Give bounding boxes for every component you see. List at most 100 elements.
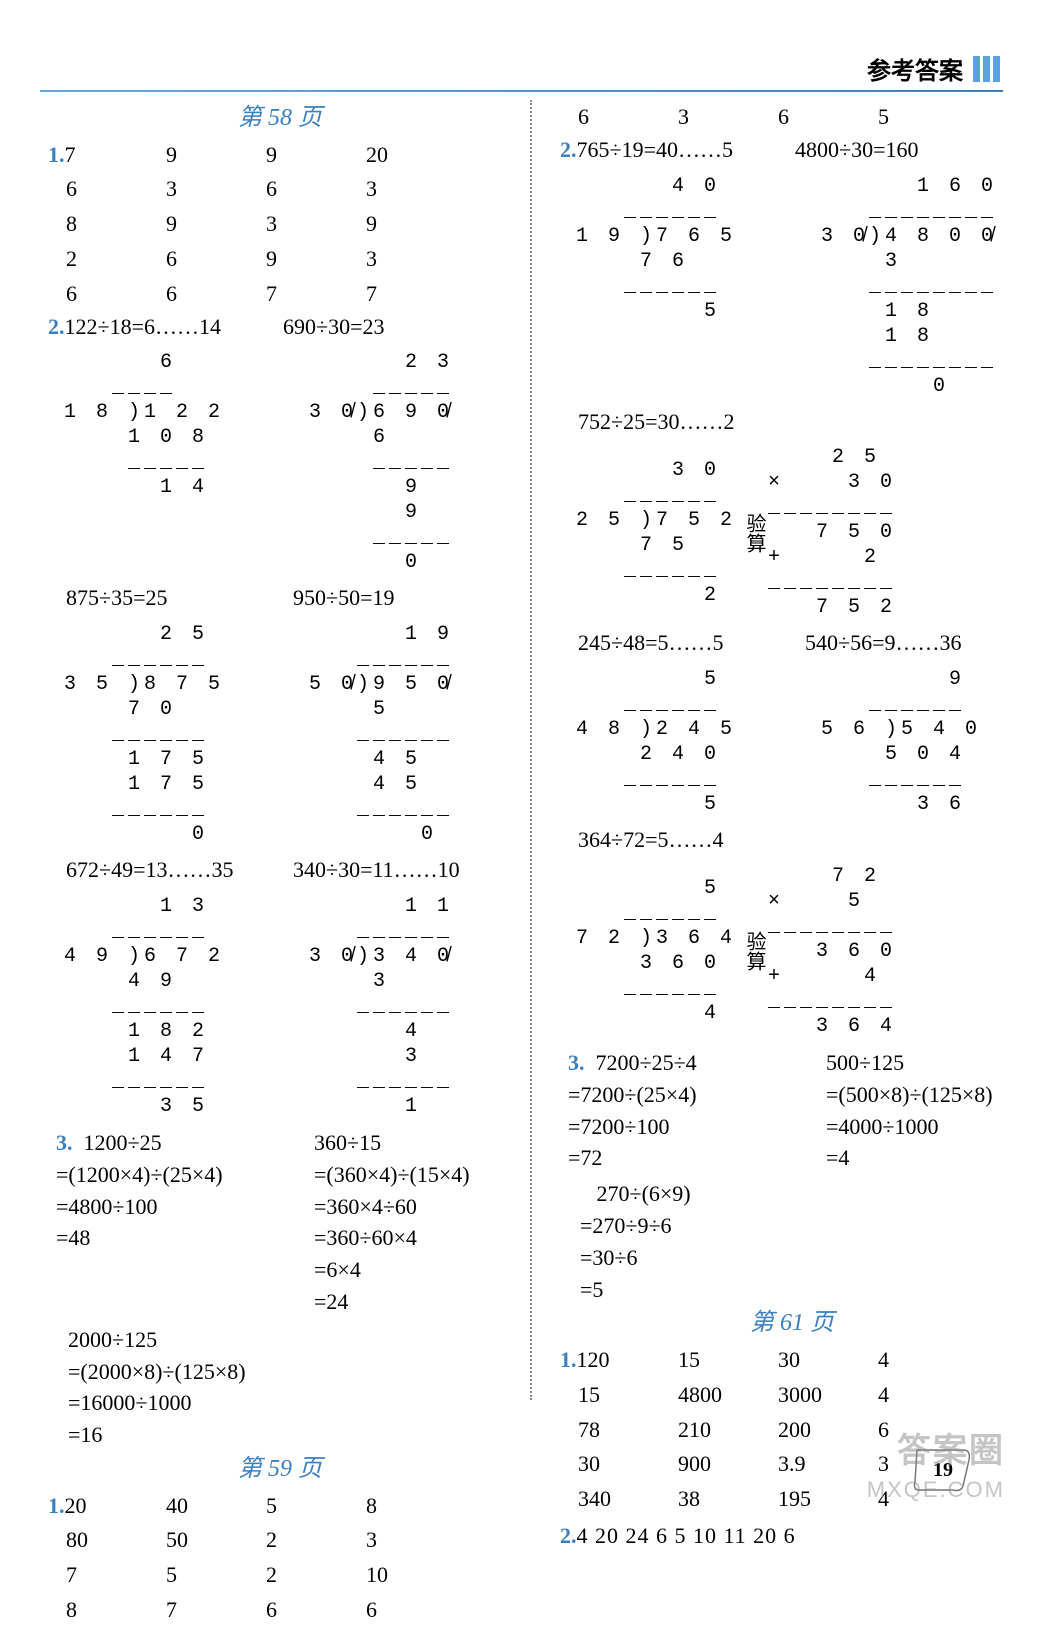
eq: 4800÷30=160 [795, 135, 1030, 166]
cell: 3 [366, 242, 466, 277]
cell: 30 [778, 1343, 878, 1378]
r-q2-pair3: 245÷48=5……5 540÷56=9……36 [560, 628, 1032, 659]
cell: 7 [166, 1593, 266, 1628]
header-rule [40, 90, 1003, 92]
p59-q1-table: 1.204058 805023 75210 8766 [48, 1489, 466, 1628]
p58-q3-num: 3. [56, 1130, 73, 1155]
cell: 30 [560, 1447, 678, 1482]
r-q3-calc2: 270÷(6×9) =270÷9÷6 =30÷6 =5 [580, 1179, 1032, 1305]
cell: 6 [266, 172, 366, 207]
cell: 7 [65, 142, 76, 167]
page59-title: 第 59 页 [40, 1453, 520, 1487]
calc-line: =(1200×4)÷(25×4) [56, 1160, 306, 1191]
cell: 4800 [678, 1378, 778, 1413]
cell: 6 [266, 1593, 366, 1628]
p58-q3: 3. 1200÷25 =(1200×4)÷(25×4) =4800÷100 =4… [48, 1127, 520, 1319]
r-q3-num: 3. [568, 1050, 585, 1075]
calc-line: =7200÷100 [568, 1112, 818, 1143]
cell: 200 [778, 1413, 878, 1448]
cell: 5 [266, 1489, 366, 1524]
calc-line: 270÷(6×9) [580, 1179, 1032, 1210]
cell: 10 [366, 1558, 466, 1593]
cell: 9 [266, 138, 366, 173]
verify-calc: 7 2 × 5 ________ 3 6 0 + 4 ________ 3 6 … [768, 864, 948, 1039]
cell: 4 [878, 1378, 978, 1413]
cell: 8 [48, 207, 166, 242]
cell: 38 [678, 1482, 778, 1517]
long-division: 5 ______ 4 8 )2 4 5 2 4 0 ______ 5 [560, 667, 785, 817]
calc-line: 1200÷25 [84, 1130, 162, 1155]
calc-line: =72 [568, 1143, 818, 1174]
calc-line: =6×4 [314, 1255, 470, 1286]
calc-line: =(500×8)÷(125×8) [826, 1080, 993, 1111]
header-title: 参考答案 [867, 55, 963, 89]
calc-line: =360×4÷60 [314, 1192, 470, 1223]
cell: 6 [166, 277, 266, 312]
content-columns: 第 58 页 1.79920 6363 8939 2693 6677 2.122… [40, 100, 1003, 1420]
r-ld2: 3 0 ______ 2 5 )7 5 2 7 5 ______ 2 验算 2 … [560, 445, 1032, 620]
calc-line: =7200÷(25×4) [568, 1080, 818, 1111]
cell: 3 [366, 1523, 466, 1558]
cell: 3000 [778, 1378, 878, 1413]
eq: 540÷56=9……36 [805, 628, 1032, 659]
cont-table: 6365 [560, 100, 978, 135]
calc-line: =24 [314, 1287, 470, 1318]
calc-line: =270÷9÷6 [580, 1211, 1032, 1242]
calc-line: =16000÷1000 [68, 1388, 520, 1419]
verify-calc: 2 5 × 3 0 ________ 7 5 0 + 2 ________ 7 … [768, 445, 948, 620]
long-division: 1 6 0 ________ 3 0̸)4 8 0 0̸ 3 ________ … [805, 174, 1030, 399]
p58-q2-pair3: 672÷49=13……35 340÷30=11……10 [48, 855, 520, 886]
right-column: 6365 2.765÷19=40……5 4800÷30=160 4 0 ____… [532, 100, 1032, 1420]
cell: 9 [366, 207, 466, 242]
calc-right: 500÷125 =(500×8)÷(125×8) =4000÷1000 =4 [826, 1047, 993, 1175]
calc-line: =4800÷100 [56, 1192, 306, 1223]
eq: 122÷18=6……14 [65, 314, 221, 339]
cell: 9 [266, 242, 366, 277]
watermark: 答案圈 MXQE.COM [867, 1428, 1005, 1506]
long-division: 9 ______ 5 6 )5 4 0 5 0 4 ______ 3 6 [805, 667, 1030, 817]
q2-values: 4 20 24 6 5 10 11 20 6 [577, 1523, 796, 1548]
cell: 5 [166, 1558, 266, 1593]
verify-label: 验算 [744, 931, 764, 971]
r-q2-pair2: 752÷25=30……2 [560, 407, 1032, 438]
cell: 6 [366, 1593, 466, 1628]
cell: 5 [878, 100, 978, 135]
long-division: 5 ______ 7 2 )3 6 4 3 6 0 ______ 4 [560, 876, 740, 1026]
cell: 8 [48, 1593, 166, 1628]
p59-q1-num: 1. [48, 1493, 65, 1518]
cell: 40 [166, 1489, 266, 1524]
cell: 20 [65, 1493, 87, 1518]
page: 参考答案 第 58 页 1.79920 6363 8939 2693 6677 … [0, 0, 1043, 1536]
left-column: 第 58 页 1.79920 6363 8939 2693 6677 2.122… [40, 100, 530, 1420]
cell: 900 [678, 1447, 778, 1482]
long-division: 1 3 ______ 4 9 )6 7 2 4 9 ______ 1 8 2 1… [48, 894, 273, 1119]
long-division: 6 ____ 1 8 )1 2 2 1 0 8 _____ 1 4 [48, 350, 273, 575]
calc-line: 360÷15 [314, 1128, 470, 1159]
p58-q1-num: 1. [48, 142, 65, 167]
cell: 6 [48, 172, 166, 207]
cell: 3 [678, 100, 778, 135]
verify-label: 验算 [744, 513, 764, 553]
r-ld1: 4 0 ______ 1 9 )7 6 5 7 6 ______ 5 1 6 0… [560, 174, 1032, 399]
cell: 6 [778, 100, 878, 135]
p58-q3-calc2: 2000÷125 =(2000×8)÷(125×8) =16000÷1000 =… [68, 1325, 520, 1451]
long-division: 1 9 ______ 5 0̸)9 5 0̸ 5 ______ 4 5 4 5 … [293, 622, 518, 847]
calc-left: 3. 1200÷25 =(1200×4)÷(25×4) =4800÷100 =4… [56, 1127, 306, 1319]
calc-line: =5 [580, 1275, 1032, 1306]
cell: 15 [678, 1343, 778, 1378]
long-division: 2 3 _____ 3 0̸)6 9 0̸ 6 _____ 9 9 _____ … [293, 350, 518, 575]
calc-right: 360÷15 =(360×4)÷(15×4) =360×4÷60 =360÷60… [314, 1127, 470, 1319]
calc-line: =48 [56, 1223, 306, 1254]
long-division: 4 0 ______ 1 9 )7 6 5 7 6 ______ 5 [560, 174, 785, 399]
p61-q1-num: 1. [560, 1347, 577, 1372]
watermark-line1: 答案圈 [867, 1428, 1005, 1476]
p58-q2-pair2: 875÷35=25 950÷50=19 [48, 583, 520, 614]
r-q2-pair1: 2.765÷19=40……5 4800÷30=160 [560, 135, 1032, 166]
cell: 9 [166, 207, 266, 242]
r-ld3: 5 ______ 4 8 )2 4 5 2 4 0 ______ 5 9 ___… [560, 667, 1032, 817]
calc-line: =4 [826, 1143, 993, 1174]
p61-q2-num: 2. [560, 1523, 577, 1548]
cell: 7 [48, 1558, 166, 1593]
calc-line: 500÷125 [826, 1048, 993, 1079]
header-bars-icon [973, 56, 1003, 82]
